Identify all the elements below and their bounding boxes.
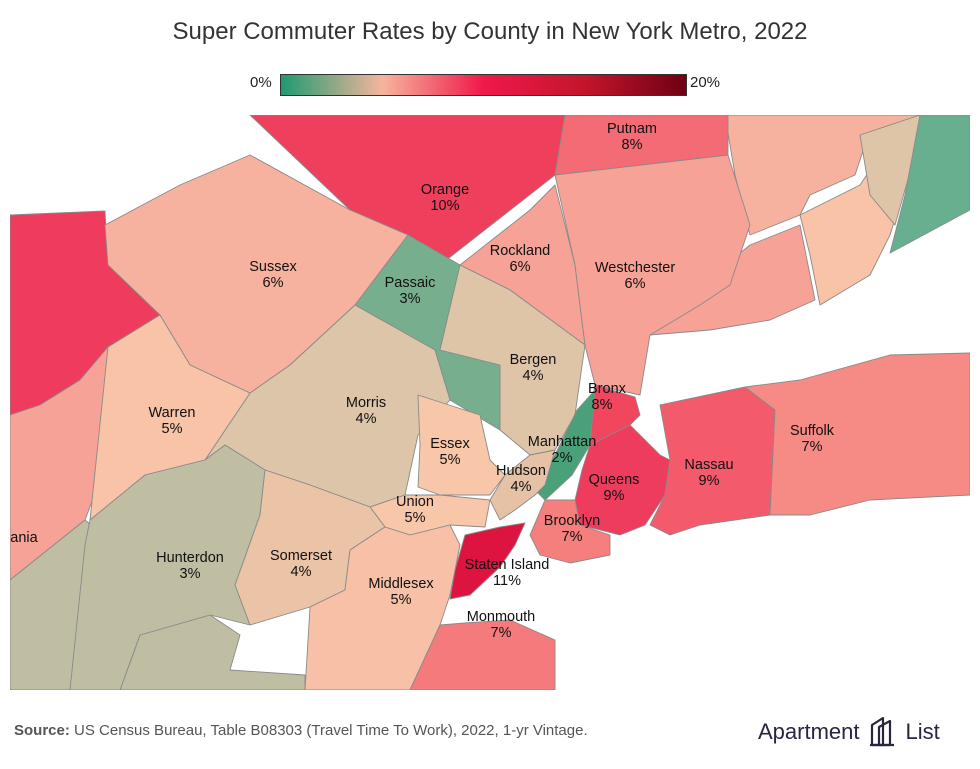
label-bronx-name: Bronx xyxy=(588,381,627,397)
label-warren-name: Warren xyxy=(149,405,196,421)
label-middlesex-name: Middlesex xyxy=(368,576,434,592)
label-somerset-name: Somerset xyxy=(270,548,332,564)
label-suffolk-name: Suffolk xyxy=(790,423,835,439)
label-union-name: Union xyxy=(396,494,434,510)
county-queens xyxy=(574,424,671,536)
chart-title: Super Commuter Rates by County in New Yo… xyxy=(172,18,808,45)
label-orange-name: Orange xyxy=(421,182,469,198)
county-brooklyn xyxy=(529,499,611,564)
source-note: Source: US Census Bureau, Table B08303 (… xyxy=(14,722,588,739)
label-sussex-pct: 6% xyxy=(263,275,284,291)
brand-right: List xyxy=(905,719,940,744)
county-suffolk xyxy=(744,352,970,516)
source-text: US Census Bureau, Table B08303 (Travel T… xyxy=(69,722,588,739)
label-hunterdon-pct: 3% xyxy=(180,566,201,582)
label-nassau-name: Nassau xyxy=(684,457,733,473)
label-union-pct: 5% xyxy=(405,510,426,526)
county-monmouth xyxy=(409,619,556,690)
label-suffolk-pct: 7% xyxy=(802,439,823,455)
county-essex xyxy=(417,394,506,496)
county-hudson xyxy=(489,449,556,521)
label-westchester-pct: 6% xyxy=(625,276,646,292)
apartment-list-logo: Apartment List xyxy=(758,715,940,749)
label-brooklyn-pct: 7% xyxy=(562,529,583,545)
legend-min-label: 0% xyxy=(250,74,272,91)
label-westchester-name: Westchester xyxy=(595,260,675,276)
label-monmouth-pct: 7% xyxy=(491,625,512,641)
label-bergen-pct: 4% xyxy=(523,368,544,384)
label-nassau-pct: 9% xyxy=(699,473,720,489)
brand-left: Apartment xyxy=(758,719,860,744)
legend-max-label: 20% xyxy=(690,74,721,91)
label-staten-island-name: Staten Island xyxy=(465,557,550,573)
label-queens-name: Queens xyxy=(589,472,640,488)
label-passaic-pct: 3% xyxy=(400,291,421,307)
label-monmouth-name: Monmouth xyxy=(467,609,536,625)
label-essex-pct: 5% xyxy=(440,452,461,468)
label-hudson-name: Hudson xyxy=(496,463,546,479)
label-putnam-pct: 8% xyxy=(622,137,643,153)
label-morris-pct: 4% xyxy=(356,411,377,427)
label-putnam-name: Putnam xyxy=(607,121,657,137)
label-warren-pct: 5% xyxy=(162,421,183,437)
label-queens-pct: 9% xyxy=(604,488,625,504)
label-brooklyn-name: Brooklyn xyxy=(544,513,600,529)
label-rockland-name: Rockland xyxy=(490,243,550,259)
label-passaic-name: Passaic xyxy=(385,275,436,291)
label-staten-island-pct: 11% xyxy=(493,573,521,589)
label-orange-pct: 10% xyxy=(430,198,459,214)
county-labels: Orange 10% Putnam 8% Rockland 6% Westche… xyxy=(10,121,834,641)
map-area: Orange 10% Putnam 8% Rockland 6% Westche… xyxy=(10,115,970,690)
color-legend: 0% 20% xyxy=(0,72,980,98)
building-logo-icon xyxy=(869,716,894,747)
label-manhattan-pct: 2% xyxy=(552,450,573,466)
label-somerset-pct: 4% xyxy=(291,564,312,580)
label-sussex-name: Sussex xyxy=(249,259,297,275)
region-connecticut-mid xyxy=(859,115,921,226)
label-hudson-pct: 4% xyxy=(511,479,532,495)
region-connecticut-east xyxy=(889,115,970,254)
county-middlesex xyxy=(304,524,461,690)
label-middlesex-pct: 5% xyxy=(391,592,412,608)
label-bergen-name: Bergen xyxy=(510,352,557,368)
label-hunterdon-name: Hunterdon xyxy=(156,550,224,566)
source-label: Source: xyxy=(14,722,70,739)
county-map: Orange 10% Putnam 8% Rockland 6% Westche… xyxy=(10,115,970,690)
label-rockland-pct: 6% xyxy=(510,259,531,275)
label-manhattan-name: Manhattan xyxy=(528,434,597,450)
legend-gradient-bar xyxy=(280,74,687,96)
label-essex-name: Essex xyxy=(430,436,470,452)
label-bronx-pct: 8% xyxy=(592,397,613,413)
label-morris-name: Morris xyxy=(346,395,386,411)
label-pennsylvania-partial: ania xyxy=(10,530,38,546)
county-westchester xyxy=(554,154,751,396)
